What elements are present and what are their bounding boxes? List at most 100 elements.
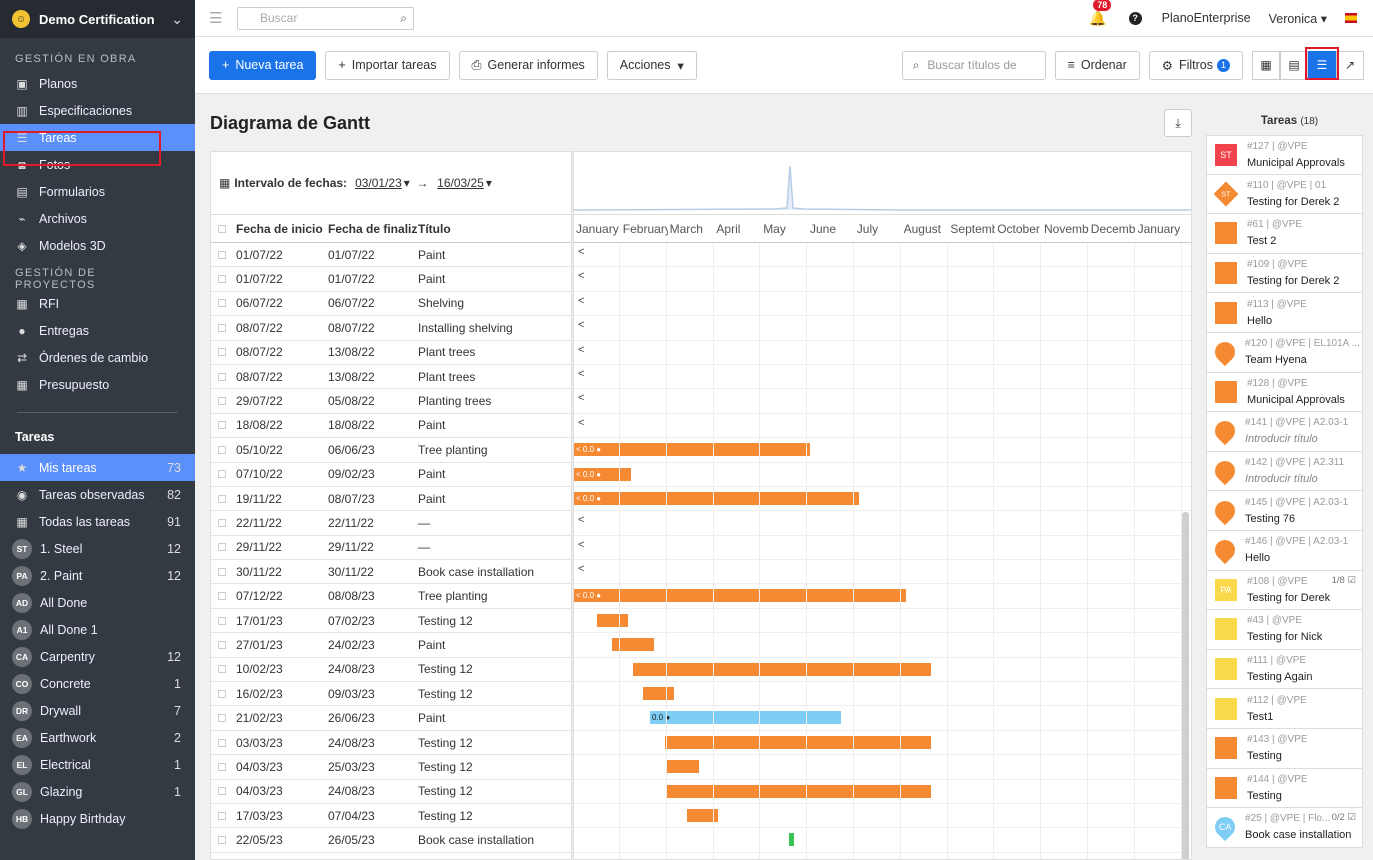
download-icon[interactable]: ⤓ — [1164, 109, 1192, 137]
hamburger-icon[interactable]: ☰ — [209, 10, 223, 27]
left-arrow-icon[interactable]: < — [578, 416, 585, 429]
task-card[interactable]: #128 | @VPE Municipal Approvals — [1206, 372, 1363, 413]
range-from[interactable]: 03/01/23 — [355, 176, 402, 190]
task-card[interactable]: #111 | @VPE Testing Again — [1206, 649, 1363, 690]
company-name[interactable]: PlanoEnterprise — [1161, 11, 1251, 25]
gantt-bar[interactable] — [633, 662, 931, 676]
row-checkbox[interactable] — [218, 762, 226, 771]
left-arrow-icon[interactable]: < — [578, 563, 585, 576]
gantt-bar[interactable] — [643, 687, 674, 701]
task-card[interactable]: #120 | @VPE | EL101A ... Team Hyena — [1206, 332, 1363, 373]
new-task-button[interactable]: + Nueva tarea — [209, 50, 317, 80]
task-card[interactable]: #142 | @VPE | A2.311 Introducir título — [1206, 451, 1363, 492]
row-checkbox[interactable] — [218, 689, 226, 698]
row-checkbox[interactable] — [218, 470, 226, 479]
sidebar-item-rfi[interactable]: ▦ RFI — [0, 290, 195, 317]
task-title-search-input[interactable]: ⌕ Buscar títulos de — [901, 50, 1046, 80]
row-checkbox[interactable] — [218, 738, 226, 747]
task-list-item[interactable]: EA Earthwork 2 — [0, 724, 195, 751]
row-checkbox[interactable] — [218, 567, 226, 576]
task-list-item[interactable]: CA Carpentry 12 — [0, 643, 195, 670]
grid-row[interactable]: 04/03/23 24/08/23 Testing 12 — [211, 780, 571, 804]
grid-view-icon[interactable]: ▦ — [1252, 50, 1280, 80]
grid-row[interactable]: 16/02/23 09/03/23 Testing 12 — [211, 682, 571, 707]
sidebar-item-modelos-3d[interactable]: ◈ Modelos 3D — [0, 232, 195, 259]
row-checkbox[interactable] — [218, 665, 226, 674]
range-to[interactable]: 16/03/25 — [437, 176, 484, 190]
grid-row[interactable]: 05/10/22 06/06/23 Tree planting — [211, 438, 571, 463]
task-card[interactable]: #146 | @VPE | A2.03-1 Hello — [1206, 530, 1363, 571]
gantt-bar[interactable]: < 0.0 ● — [574, 589, 906, 603]
row-checkbox[interactable] — [218, 250, 226, 259]
gantt-bar[interactable] — [687, 808, 718, 822]
grid-row[interactable]: 29/07/22 05/08/22 Planting trees — [211, 389, 571, 414]
task-list-item[interactable]: ▦ Todas las tareas 91 — [0, 508, 195, 535]
col-end[interactable]: Fecha de finaliz — [328, 221, 418, 236]
task-list-item[interactable]: EL Electrical 1 — [0, 751, 195, 778]
row-checkbox[interactable] — [218, 811, 226, 820]
grid-row[interactable]: 06/07/22 06/07/22 Shelving — [211, 292, 571, 317]
gantt-bar[interactable]: < 0.0 ● — [574, 443, 810, 457]
grid-row[interactable]: 10/02/23 24/08/23 Testing 12 — [211, 658, 571, 683]
left-arrow-icon[interactable]: < — [578, 270, 585, 283]
left-arrow-icon[interactable]: < — [578, 538, 585, 551]
task-list-item[interactable]: GL Glazing 1 — [0, 778, 195, 805]
gantt-bar[interactable] — [665, 735, 931, 749]
task-card[interactable]: CA #25 | @VPE | Flo... Book case installat… — [1206, 808, 1363, 848]
row-checkbox[interactable] — [218, 640, 226, 649]
task-card[interactable]: ST #110 | @VPE | 01 Testing for Derek 2 — [1206, 174, 1363, 215]
left-arrow-icon[interactable]: < — [578, 514, 585, 527]
left-arrow-icon[interactable]: < — [578, 367, 585, 380]
global-search-input[interactable]: Buscar ⌕ — [237, 6, 414, 30]
filters-button[interactable]: ⚙ Filtros 1 — [1148, 50, 1243, 80]
reports-button[interactable]: ⎙ Generar informes — [458, 50, 598, 80]
gantt-bar[interactable]: < 0.0 ● — [574, 467, 631, 481]
task-list-item[interactable]: HB Happy Birthday — [0, 805, 195, 832]
sidebar-item-formularios[interactable]: ▤ Formularios — [0, 178, 195, 205]
grid-row[interactable]: 21/02/23 26/06/23 Paint — [211, 706, 571, 731]
grid-row[interactable]: 07/12/22 08/08/23 Tree planting — [211, 584, 571, 609]
sidebar-item--rdenes-de-cambio[interactable]: ⇄ Órdenes de cambio — [0, 344, 195, 371]
task-card[interactable]: #143 | @VPE Testing — [1206, 728, 1363, 769]
gantt-bar[interactable] — [597, 613, 628, 627]
task-card[interactable]: #112 | @VPE Test1 — [1206, 689, 1363, 729]
sidebar-item-archivos[interactable]: ⌁ Archivos — [0, 205, 195, 232]
flag-es-icon[interactable] — [1345, 13, 1357, 23]
grid-row[interactable]: 08/07/22 13/08/22 Plant trees — [211, 365, 571, 390]
row-checkbox[interactable] — [218, 372, 226, 381]
task-card[interactable]: #144 | @VPE Testing — [1206, 768, 1363, 809]
grid-row[interactable]: 19/11/22 08/07/23 Paint — [211, 487, 571, 512]
left-arrow-icon[interactable]: < — [578, 392, 585, 405]
grid-row[interactable]: 18/08/22 18/08/22 Paint — [211, 414, 571, 439]
grid-row[interactable]: 27/01/23 24/02/23 Paint — [211, 633, 571, 658]
task-list-item[interactable]: CO Concrete 1 — [0, 670, 195, 697]
row-checkbox[interactable] — [218, 299, 226, 308]
select-all-checkbox[interactable] — [218, 224, 226, 233]
row-checkbox[interactable] — [218, 518, 226, 527]
gantt-bar[interactable] — [666, 760, 699, 774]
project-selector[interactable]: ☺ Demo Certification ⌄ — [0, 0, 195, 38]
import-tasks-button[interactable]: + Importar tareas — [325, 50, 450, 80]
gantt-bar[interactable] — [667, 784, 931, 798]
notifications-bell-icon[interactable]: 🔔 78 — [1089, 0, 1112, 27]
row-checkbox[interactable] — [218, 275, 226, 284]
task-list-item[interactable]: ★ Mis tareas 73 — [0, 454, 195, 481]
sidebar-item-presupuesto[interactable]: ▦ Presupuesto — [0, 371, 195, 398]
col-start[interactable]: Fecha de inicio — [236, 221, 323, 236]
task-card[interactable]: ST #127 | @VPE Municipal Approvals — [1206, 135, 1363, 175]
left-arrow-icon[interactable]: < — [578, 319, 585, 332]
actions-dropdown[interactable]: Acciones ▾ — [606, 50, 697, 80]
row-checkbox[interactable] — [218, 421, 226, 430]
chevron-down-icon[interactable]: ⌄ — [171, 10, 183, 27]
gantt-view-icon[interactable]: ☰ — [1308, 50, 1336, 80]
scrollbar[interactable] — [1182, 512, 1189, 859]
task-list-item[interactable]: DR Drywall 7 — [0, 697, 195, 724]
grid-row[interactable]: 08/07/22 08/07/22 Installing shelving — [211, 316, 571, 341]
row-checkbox[interactable] — [218, 836, 226, 845]
row-checkbox[interactable] — [218, 397, 226, 406]
grid-row[interactable]: 17/01/23 07/02/23 Testing 12 — [211, 609, 571, 634]
sidebar-item-planos[interactable]: ▣ Planos — [0, 70, 195, 97]
grid-row[interactable]: 07/10/22 09/02/23 Paint — [211, 463, 571, 487]
task-list-item[interactable]: ST 1. Steel 12 — [0, 535, 195, 562]
gantt-bar[interactable]: < 0.0 ● — [574, 491, 859, 505]
